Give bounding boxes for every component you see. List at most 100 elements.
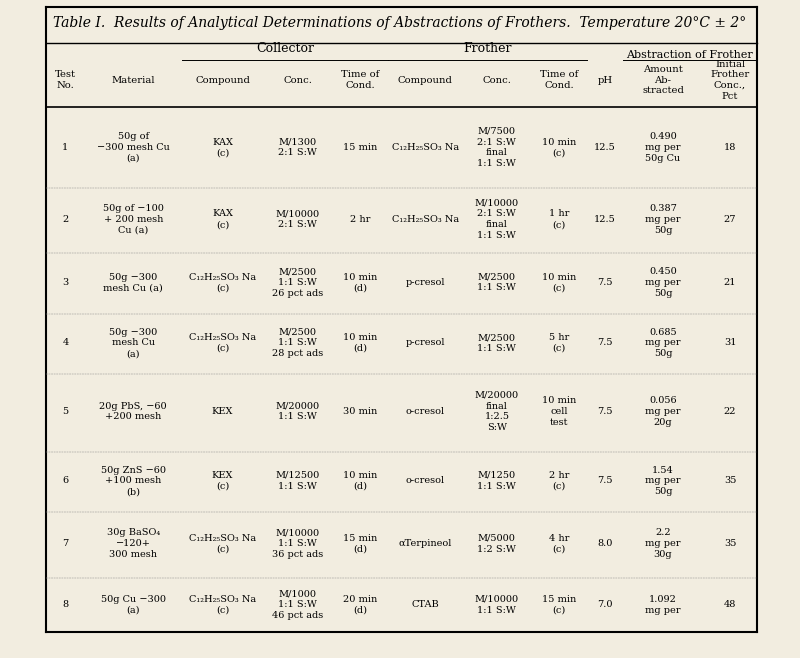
- Text: 50g −300
mesh Cu
(a): 50g −300 mesh Cu (a): [109, 328, 158, 358]
- Text: p-cresol: p-cresol: [406, 338, 445, 347]
- Text: 12.5: 12.5: [594, 215, 616, 224]
- Text: Frother: Frother: [463, 42, 512, 55]
- Text: 0.056
mg per
20g: 0.056 mg per 20g: [646, 396, 681, 427]
- Text: 0.490
mg per
50g Cu: 0.490 mg per 50g Cu: [646, 132, 681, 163]
- Text: M/2500
1:1 S:W
28 pct ads: M/2500 1:1 S:W 28 pct ads: [272, 328, 323, 358]
- Text: 50g ZnS −60
+100 mesh
(b): 50g ZnS −60 +100 mesh (b): [101, 465, 166, 496]
- Text: 6: 6: [62, 476, 69, 486]
- Text: 10 min
cell
test: 10 min cell test: [542, 396, 576, 427]
- Text: M/20000
1:1 S:W: M/20000 1:1 S:W: [276, 401, 320, 421]
- Text: 0.450
mg per
50g: 0.450 mg per 50g: [646, 267, 681, 297]
- Text: M/12500
1:1 S:W: M/12500 1:1 S:W: [276, 471, 320, 491]
- Text: 0.685
mg per
50g: 0.685 mg per 50g: [646, 328, 681, 358]
- Text: 3: 3: [62, 278, 69, 287]
- Text: 10 min
(d): 10 min (d): [343, 333, 378, 353]
- Text: 10 min
(c): 10 min (c): [542, 272, 576, 292]
- Text: Abstraction of Frother: Abstraction of Frother: [626, 50, 753, 60]
- Text: M/1250
1:1 S:W: M/1250 1:1 S:W: [478, 471, 516, 491]
- Text: M/10000
2:1 S:W: M/10000 2:1 S:W: [276, 209, 320, 229]
- Text: 8.0: 8.0: [597, 539, 613, 548]
- Text: 22: 22: [724, 407, 736, 416]
- Text: 15 min
(d): 15 min (d): [343, 534, 378, 553]
- Text: KAX
(c): KAX (c): [212, 209, 233, 229]
- Text: 2 hr: 2 hr: [350, 215, 370, 224]
- Text: M/2500
1:1 S:W: M/2500 1:1 S:W: [478, 333, 516, 353]
- Text: 10 min
(c): 10 min (c): [542, 138, 576, 157]
- Text: C₁₂H₂₅SO₃ Na
(c): C₁₂H₂₅SO₃ Na (c): [189, 595, 256, 615]
- Text: C₁₂H₂₅SO₃ Na
(c): C₁₂H₂₅SO₃ Na (c): [189, 272, 256, 292]
- Text: 20 min
(d): 20 min (d): [343, 595, 378, 615]
- Text: 21: 21: [724, 278, 736, 287]
- Text: C₁₂H₂₅SO₃ Na
(c): C₁₂H₂₅SO₃ Na (c): [189, 333, 256, 353]
- Text: M/10000
1:1 S:W: M/10000 1:1 S:W: [474, 595, 519, 615]
- Text: Initial
Frother
Conc.,
Pct: Initial Frother Conc., Pct: [710, 59, 750, 101]
- Text: KEX: KEX: [212, 407, 234, 416]
- Text: p-cresol: p-cresol: [406, 278, 445, 287]
- Text: 12.5: 12.5: [594, 143, 616, 152]
- Text: Amount
Ab-
stracted: Amount Ab- stracted: [642, 65, 684, 95]
- Text: M/1300
2:1 S:W: M/1300 2:1 S:W: [278, 138, 318, 157]
- Text: M/10000
2:1 S:W
final
1:1 S:W: M/10000 2:1 S:W final 1:1 S:W: [474, 199, 519, 240]
- Text: 15 min
(c): 15 min (c): [542, 595, 576, 615]
- Text: 10 min
(d): 10 min (d): [343, 272, 378, 292]
- Text: 1: 1: [62, 143, 69, 152]
- Text: 18: 18: [724, 143, 736, 152]
- Text: KAX
(c): KAX (c): [212, 138, 233, 157]
- Text: 1.092
mg per: 1.092 mg per: [646, 595, 681, 615]
- Text: 27: 27: [724, 215, 736, 224]
- Text: o-cresol: o-cresol: [406, 407, 445, 416]
- Text: 20g PbS, −60
+200 mesh: 20g PbS, −60 +200 mesh: [99, 401, 167, 421]
- Text: Table I.  Results of Analytical Determinations of Abstractions of Frothers.  Tem: Table I. Results of Analytical Determina…: [54, 16, 746, 30]
- Text: 7.5: 7.5: [597, 407, 613, 416]
- Text: M/10000
1:1 S:W
36 pct ads: M/10000 1:1 S:W 36 pct ads: [272, 528, 323, 559]
- Text: 0.387
mg per
50g: 0.387 mg per 50g: [646, 204, 681, 235]
- Text: αTerpineol: αTerpineol: [398, 539, 452, 548]
- Text: 2 hr
(c): 2 hr (c): [549, 471, 570, 491]
- Text: 35: 35: [724, 476, 736, 486]
- Text: 15 min: 15 min: [343, 143, 378, 152]
- Text: M/20000
final
1:2.5
S:W: M/20000 final 1:2.5 S:W: [474, 391, 519, 432]
- Text: 4 hr
(c): 4 hr (c): [549, 534, 570, 553]
- Text: 5: 5: [62, 407, 69, 416]
- Text: C₁₂H₂₅SO₃ Na: C₁₂H₂₅SO₃ Na: [392, 143, 459, 152]
- Text: 10 min
(d): 10 min (d): [343, 471, 378, 491]
- Text: M/2500
1:1 S:W
26 pct ads: M/2500 1:1 S:W 26 pct ads: [272, 267, 323, 297]
- Text: 50g −300
mesh Cu (a): 50g −300 mesh Cu (a): [103, 272, 163, 292]
- Text: 50g of
−300 mesh Cu
(a): 50g of −300 mesh Cu (a): [97, 132, 170, 163]
- Text: 5 hr
(c): 5 hr (c): [549, 333, 569, 353]
- Text: 31: 31: [724, 338, 736, 347]
- Text: CTAB: CTAB: [411, 600, 439, 609]
- Text: 7.0: 7.0: [597, 600, 613, 609]
- Text: 50g of −100
+ 200 mesh
Cu (a): 50g of −100 + 200 mesh Cu (a): [102, 204, 164, 235]
- Text: Test
No.: Test No.: [55, 70, 76, 90]
- Text: KEX
(c): KEX (c): [212, 471, 234, 491]
- Text: 48: 48: [724, 600, 736, 609]
- Text: 7.5: 7.5: [597, 278, 613, 287]
- Text: 1.54
mg per
50g: 1.54 mg per 50g: [646, 465, 681, 496]
- Text: Compound: Compound: [398, 76, 453, 85]
- Text: C₁₂H₂₅SO₃ Na
(c): C₁₂H₂₅SO₃ Na (c): [189, 534, 256, 553]
- Text: M/7500
2:1 S:W
final
1:1 S:W: M/7500 2:1 S:W final 1:1 S:W: [478, 127, 516, 168]
- Text: 8: 8: [62, 600, 69, 609]
- Text: M/2500
1:1 S:W: M/2500 1:1 S:W: [478, 272, 516, 292]
- Text: 4: 4: [62, 338, 69, 347]
- Text: Conc.: Conc.: [482, 76, 511, 85]
- Text: 30g BaSO₄
−120+
300 mesh: 30g BaSO₄ −120+ 300 mesh: [106, 528, 160, 559]
- Text: 30 min: 30 min: [343, 407, 378, 416]
- Text: o-cresol: o-cresol: [406, 476, 445, 486]
- Text: Time of
Cond.: Time of Cond.: [540, 70, 578, 90]
- Text: 7.5: 7.5: [597, 338, 613, 347]
- Text: C₁₂H₂₅SO₃ Na: C₁₂H₂₅SO₃ Na: [392, 215, 459, 224]
- Text: pH: pH: [598, 76, 613, 85]
- Text: Time of
Cond.: Time of Cond.: [341, 70, 379, 90]
- Text: Collector: Collector: [256, 42, 314, 55]
- Text: 2.2
mg per
30g: 2.2 mg per 30g: [646, 528, 681, 559]
- Text: Conc.: Conc.: [283, 76, 312, 85]
- Text: Compound: Compound: [195, 76, 250, 85]
- Text: 35: 35: [724, 539, 736, 548]
- Text: M/1000
1:1 S:W
46 pct ads: M/1000 1:1 S:W 46 pct ads: [272, 590, 323, 620]
- Text: Material: Material: [111, 76, 155, 85]
- Text: 50g Cu −300
(a): 50g Cu −300 (a): [101, 595, 166, 615]
- Text: 7: 7: [62, 539, 69, 548]
- Text: 2: 2: [62, 215, 69, 224]
